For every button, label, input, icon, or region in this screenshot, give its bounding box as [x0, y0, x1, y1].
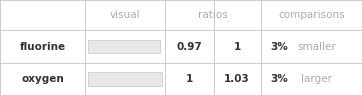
Text: ratios: ratios [198, 10, 228, 20]
Text: 3%: 3% [270, 42, 288, 52]
Text: 3%: 3% [270, 74, 288, 84]
Text: visual: visual [110, 10, 140, 20]
Text: smaller: smaller [297, 42, 336, 52]
Text: oxygen: oxygen [21, 74, 64, 84]
Text: larger: larger [301, 74, 332, 84]
Text: 1: 1 [233, 42, 241, 52]
Text: fluorine: fluorine [20, 42, 66, 52]
Text: 1: 1 [185, 74, 193, 84]
Text: 1.03: 1.03 [224, 74, 250, 84]
Bar [88, 72, 162, 86]
Text: 0.97: 0.97 [176, 42, 202, 52]
Bar [88, 40, 160, 53]
Text: comparisons: comparisons [278, 10, 345, 20]
